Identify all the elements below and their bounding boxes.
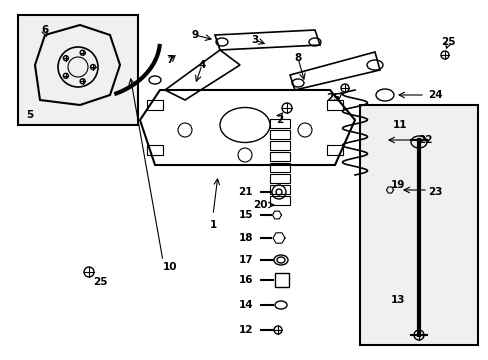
Text: 9: 9 [191, 30, 198, 40]
Text: 10: 10 [163, 262, 177, 272]
Bar [326, 145, 342, 155]
Bar [359, 105, 477, 345]
Bar [147, 100, 163, 110]
Bar [269, 196, 289, 205]
Text: 17: 17 [238, 255, 252, 265]
Bar [269, 163, 289, 172]
Text: 19: 19 [390, 180, 405, 190]
Text: 18: 18 [238, 233, 252, 243]
Bar [269, 185, 289, 194]
Text: 25: 25 [440, 37, 454, 47]
Text: 12: 12 [238, 325, 252, 335]
Text: 25: 25 [93, 277, 107, 287]
Bar [269, 141, 289, 150]
Text: 15: 15 [238, 210, 252, 220]
Text: 16: 16 [238, 275, 252, 285]
Bar [18, 15, 138, 125]
Bar [269, 119, 289, 128]
Bar [269, 174, 289, 183]
Text: 13: 13 [390, 295, 405, 305]
Bar [269, 130, 289, 139]
Text: 24: 24 [427, 90, 442, 100]
Text: 23: 23 [427, 187, 442, 197]
Bar [147, 145, 163, 155]
Bar [274, 273, 288, 287]
Text: 4: 4 [198, 60, 205, 70]
Text: 25: 25 [325, 93, 340, 103]
Text: 21: 21 [238, 187, 252, 197]
Bar [269, 152, 289, 161]
Text: 20: 20 [253, 200, 267, 210]
Text: 22: 22 [417, 135, 431, 145]
Text: 14: 14 [238, 300, 252, 310]
Text: 6: 6 [41, 25, 48, 35]
Text: 11: 11 [392, 120, 407, 130]
Text: 2: 2 [276, 115, 283, 125]
Text: 7: 7 [166, 55, 173, 65]
Text: 3: 3 [251, 35, 258, 45]
Text: 8: 8 [294, 53, 301, 63]
Text: 1: 1 [209, 220, 216, 230]
Text: 5: 5 [26, 110, 34, 120]
Bar [326, 100, 342, 110]
